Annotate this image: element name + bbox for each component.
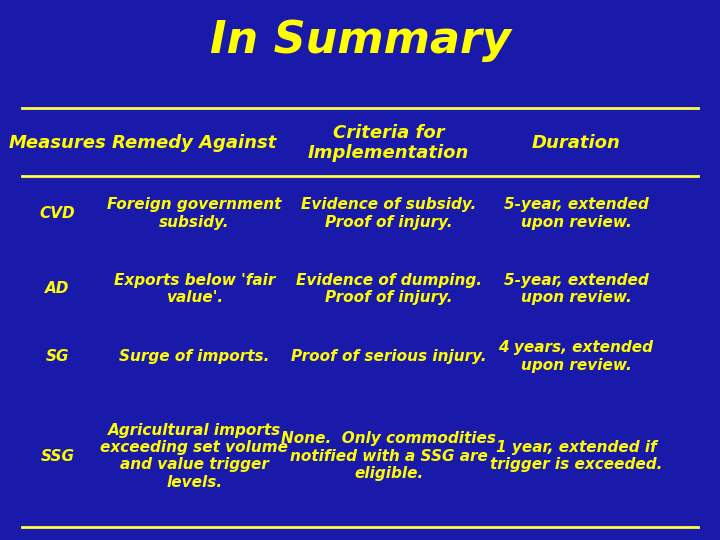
Text: AD: AD [45,281,70,296]
Text: Surge of imports.: Surge of imports. [120,349,269,364]
Text: Evidence of dumping.
Proof of injury.: Evidence of dumping. Proof of injury. [296,273,482,305]
Text: Evidence of subsidy.
Proof of injury.: Evidence of subsidy. Proof of injury. [301,197,477,230]
Text: Agricultural imports
exceeding set volume
and value trigger
levels.: Agricultural imports exceeding set volum… [100,423,289,490]
Text: SSG: SSG [40,449,75,464]
Text: Measures: Measures [9,134,107,152]
Text: Remedy Against: Remedy Against [112,134,276,152]
Text: 5-year, extended
upon review.: 5-year, extended upon review. [503,197,649,230]
Text: 4 years, extended
upon review.: 4 years, extended upon review. [498,340,654,373]
Text: 1 year, extended if
trigger is exceeded.: 1 year, extended if trigger is exceeded. [490,440,662,472]
Text: CVD: CVD [40,206,76,221]
Text: Proof of serious injury.: Proof of serious injury. [291,349,487,364]
Text: Exports below 'fair
value'.: Exports below 'fair value'. [114,273,275,305]
Text: SG: SG [46,349,69,364]
Text: Foreign government
subsidy.: Foreign government subsidy. [107,197,282,230]
Text: Duration: Duration [531,134,621,152]
Text: In Summary: In Summary [210,19,510,62]
Text: None.  Only commodities
notified with a SSG are
eligible.: None. Only commodities notified with a S… [282,431,496,481]
Text: Criteria for
Implementation: Criteria for Implementation [308,124,469,163]
Text: 5-year, extended
upon review.: 5-year, extended upon review. [503,273,649,305]
